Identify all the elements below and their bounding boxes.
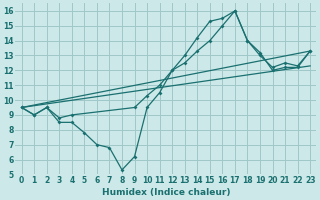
X-axis label: Humidex (Indice chaleur): Humidex (Indice chaleur) bbox=[102, 188, 230, 197]
